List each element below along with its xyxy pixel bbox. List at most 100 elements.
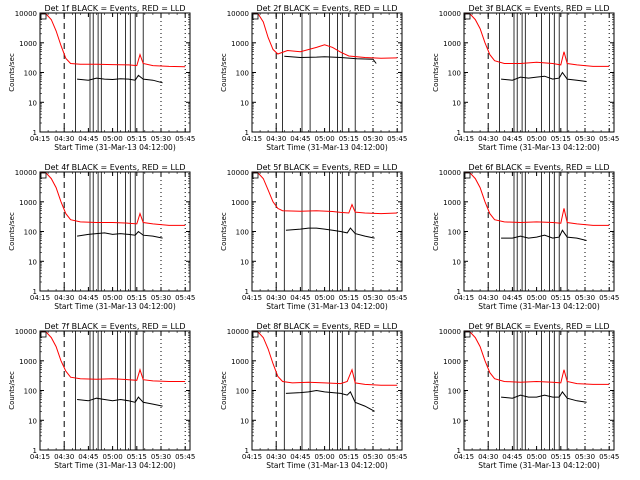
panel-det-7: 1 10 100 1000 10000 04:15 04:30 04:45 05:00 05:15…	[8, 322, 195, 470]
x-tick-label: 05:45	[599, 294, 619, 302]
x-tick-label: 04:45	[502, 294, 522, 302]
plot-frame	[251, 330, 403, 451]
corner-marker	[40, 172, 47, 179]
x-tick-label: 05:00	[315, 453, 335, 461]
x-tick-label: 05:45	[387, 135, 407, 143]
y-tick-label: 1000	[231, 199, 249, 207]
x-tick-label: 04:45	[502, 453, 522, 461]
series-line-lld	[39, 171, 186, 226]
panel-det-5: 1 10 100 1000 10000 04:15 04:30 04:45 05:00 05:15…	[220, 163, 407, 311]
y-tick-label: 100	[24, 229, 37, 237]
x-axis-label: Start Time (31-Mar-13 04:12:00)	[478, 143, 600, 152]
y-tick-label: 1000	[231, 358, 249, 366]
x-tick-label: 04:15	[454, 135, 474, 143]
x-tick-label: 04:15	[242, 135, 262, 143]
x-tick-label: 05:00	[103, 135, 123, 143]
y-tick-label: 10000	[227, 10, 249, 18]
panel-title: Det 9f BLACK = Events, RED = LLD	[468, 322, 609, 331]
series-line-events	[501, 229, 587, 241]
y-tick-label: 1	[457, 447, 461, 455]
x-tick-label: 04:45	[78, 453, 98, 461]
panel-title: Det 8f BLACK = Events, RED = LLD	[256, 322, 397, 331]
plot-frame	[39, 330, 191, 451]
panel-title: Det 3f BLACK = Events, RED = LLD	[468, 4, 609, 13]
y-tick-label: 10000	[15, 328, 37, 336]
x-tick-label: 04:30	[54, 453, 74, 461]
x-tick-label: 05:15	[551, 453, 571, 461]
series-line-lld	[251, 12, 398, 59]
series-line-events	[77, 396, 163, 407]
plot-frame	[463, 171, 615, 292]
x-axis-label: Start Time (31-Mar-13 04:12:00)	[478, 302, 600, 311]
x-tick-label: 04:30	[478, 135, 498, 143]
x-tick-label: 05:30	[363, 135, 383, 143]
y-tick-label: 10	[452, 417, 461, 425]
y-tick-label: 1000	[19, 199, 37, 207]
y-tick-label: 10	[28, 258, 37, 266]
y-tick-label: 1	[245, 447, 249, 455]
series-line-lld	[463, 12, 610, 67]
x-tick-label: 05:00	[315, 294, 335, 302]
x-tick-label: 05:45	[599, 453, 619, 461]
series-line-lld	[251, 171, 398, 215]
corner-marker	[464, 331, 471, 338]
series-line-events	[77, 230, 163, 239]
x-tick-label: 04:30	[478, 453, 498, 461]
x-tick-label: 05:00	[527, 453, 547, 461]
panel-title: Det 6f BLACK = Events, RED = LLD	[468, 163, 609, 172]
x-tick-label: 04:15	[242, 294, 262, 302]
x-tick-label: 04:30	[54, 294, 74, 302]
y-axis-label: Counts/sec	[432, 212, 440, 251]
x-tick-label: 05:45	[599, 135, 619, 143]
x-tick-label: 04:45	[290, 135, 310, 143]
x-tick-label: 05:00	[315, 135, 335, 143]
x-axis-label: Start Time (31-Mar-13 04:12:00)	[266, 302, 388, 311]
plot-frame	[39, 171, 191, 292]
series-line-events	[77, 74, 163, 84]
y-tick-label: 100	[448, 229, 461, 237]
y-axis-label: Counts/sec	[8, 53, 16, 92]
y-tick-label: 10	[240, 99, 249, 107]
x-tick-label: 04:15	[30, 135, 50, 143]
corner-marker	[252, 172, 259, 179]
y-tick-label: 1000	[443, 40, 461, 48]
y-tick-label: 1000	[443, 199, 461, 207]
x-axis-label: Start Time (31-Mar-13 04:12:00)	[54, 302, 176, 311]
y-axis-label: Counts/sec	[8, 212, 16, 251]
panel-det-2: 1 10 100 1000 10000 04:15 04:30 04:45 05:00 05:15…	[220, 4, 407, 152]
x-tick-label: 04:15	[454, 294, 474, 302]
plot-frame	[251, 171, 403, 292]
y-tick-label: 1	[245, 288, 249, 296]
x-tick-label: 05:15	[551, 294, 571, 302]
panel-title: Det 2f BLACK = Events, RED = LLD	[256, 4, 397, 13]
x-tick-label: 05:30	[575, 135, 595, 143]
series-line-lld	[251, 330, 398, 386]
series-line-lld	[39, 12, 186, 68]
series-line-events	[501, 391, 587, 403]
x-tick-label: 05:45	[175, 294, 195, 302]
y-tick-label: 10	[240, 258, 249, 266]
y-tick-label: 100	[236, 229, 249, 237]
series-line-events	[501, 71, 587, 82]
x-tick-label: 05:15	[551, 135, 571, 143]
y-axis-label: Counts/sec	[432, 371, 440, 410]
x-tick-label: 04:45	[502, 135, 522, 143]
panel-det-3: 1 10 100 1000 10000 04:15 04:30 04:45 05:00 05:15…	[432, 4, 619, 152]
y-axis-label: Counts/sec	[220, 212, 228, 251]
y-tick-label: 1000	[19, 358, 37, 366]
y-tick-label: 10	[452, 258, 461, 266]
x-tick-label: 05:15	[339, 294, 359, 302]
y-tick-label: 1	[245, 129, 249, 137]
x-axis-label: Start Time (31-Mar-13 04:12:00)	[266, 461, 388, 470]
x-tick-label: 05:30	[363, 294, 383, 302]
y-tick-label: 10	[28, 417, 37, 425]
panel-det-4: 1 10 100 1000 10000 04:15 04:30 04:45 05:00 05:15…	[8, 163, 195, 311]
y-tick-label: 1000	[231, 40, 249, 48]
y-tick-label: 100	[236, 388, 249, 396]
x-tick-label: 05:30	[575, 294, 595, 302]
x-axis-label: Start Time (31-Mar-13 04:12:00)	[54, 143, 176, 152]
panel-title: Det 7f BLACK = Events, RED = LLD	[44, 322, 185, 331]
x-tick-label: 04:30	[266, 453, 286, 461]
x-tick-label: 05:15	[127, 135, 147, 143]
x-tick-label: 04:45	[78, 135, 98, 143]
